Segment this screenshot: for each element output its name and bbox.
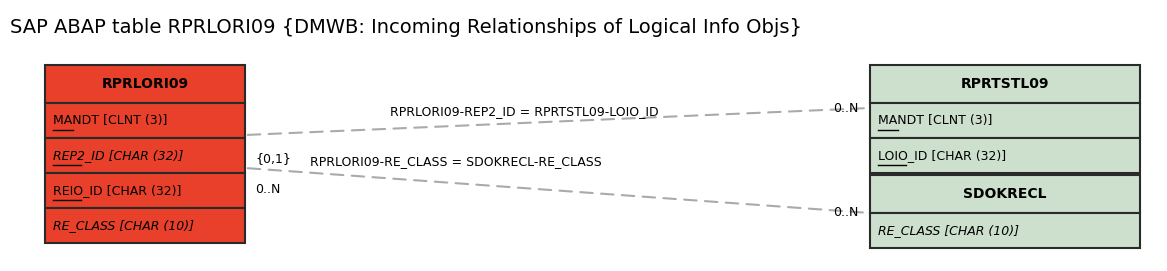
- Text: REP2_ID [CHAR (32)]: REP2_ID [CHAR (32)]: [53, 149, 183, 162]
- Bar: [46, 103, 245, 138]
- Text: SAP ABAP table RPRLORI09 {DMWB: Incoming Relationships of Logical Info Objs}: SAP ABAP table RPRLORI09 {DMWB: Incoming…: [11, 18, 802, 37]
- Bar: [871, 65, 1140, 103]
- Bar: [871, 175, 1140, 213]
- Text: RE_CLASS [CHAR (10)]: RE_CLASS [CHAR (10)]: [53, 219, 194, 232]
- Text: 0..N: 0..N: [832, 207, 858, 220]
- Text: RPRLORI09-RE_CLASS = SDOKRECL-RE_CLASS: RPRLORI09-RE_CLASS = SDOKRECL-RE_CLASS: [310, 155, 602, 168]
- Text: LOIO_ID [CHAR (32)]: LOIO_ID [CHAR (32)]: [878, 149, 1006, 162]
- Bar: [871, 138, 1140, 173]
- Text: RE_CLASS [CHAR (10)]: RE_CLASS [CHAR (10)]: [878, 224, 1019, 237]
- Text: MANDT [CLNT (3)]: MANDT [CLNT (3)]: [878, 114, 992, 127]
- Bar: [871, 103, 1140, 138]
- Text: {0,1}: {0,1}: [256, 152, 291, 165]
- Text: RPRLORI09-REP2_ID = RPRTSTL09-LOIO_ID: RPRLORI09-REP2_ID = RPRTSTL09-LOIO_ID: [390, 105, 658, 118]
- Text: SDOKRECL: SDOKRECL: [963, 187, 1047, 201]
- Text: 0..N: 0..N: [256, 183, 280, 196]
- Bar: [46, 65, 245, 103]
- Bar: [871, 213, 1140, 248]
- Bar: [46, 138, 245, 173]
- Text: REIO_ID [CHAR (32)]: REIO_ID [CHAR (32)]: [53, 184, 181, 197]
- Text: RPRTSTL09: RPRTSTL09: [960, 77, 1049, 91]
- Bar: [46, 208, 245, 243]
- Bar: [46, 173, 245, 208]
- Text: 0..N: 0..N: [832, 102, 858, 115]
- Text: RPRLORI09: RPRLORI09: [102, 77, 189, 91]
- Text: MANDT [CLNT (3)]: MANDT [CLNT (3)]: [53, 114, 167, 127]
